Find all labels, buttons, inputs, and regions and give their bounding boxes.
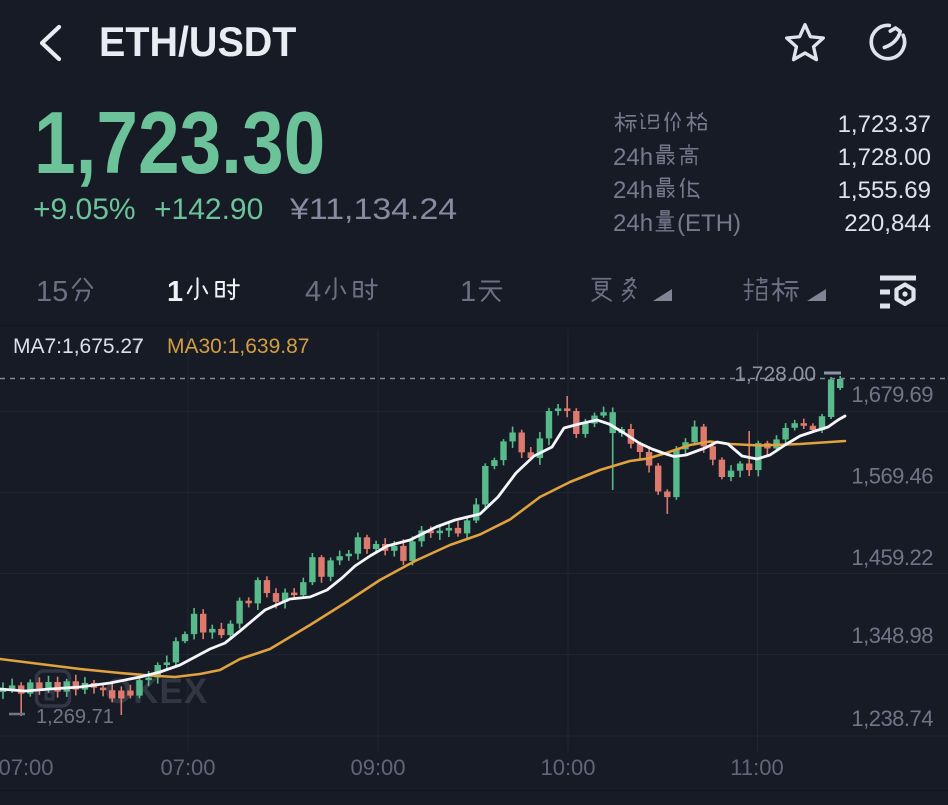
svg-text:07:00: 07:00 [160,755,215,780]
svg-text:11:00: 11:00 [730,755,783,780]
svg-text:1,269.71: 1,269.71 [36,706,114,728]
svg-text:07:00: 07:00 [0,755,54,780]
svg-text:1,348.98: 1,348.98 [851,623,933,648]
svg-text:09:00: 09:00 [350,755,405,780]
svg-text:7: 7 [131,335,143,358]
svg-text:1,728.00: 1,728.00 [734,363,816,386]
svg-text:1,569.46: 1,569.46 [851,464,933,489]
svg-text:1,238.74: 1,238.74 [851,706,933,731]
svg-text:1,679.69: 1,679.69 [851,382,933,407]
svg-text:MA7:1,675.27: MA7:1,675.27 [13,335,144,358]
svg-text:10:00: 10:00 [540,755,595,780]
svg-text:1,459.22: 1,459.22 [851,545,933,570]
svg-text:MA30:1,639.87: MA30:1,639.87 [167,335,309,358]
